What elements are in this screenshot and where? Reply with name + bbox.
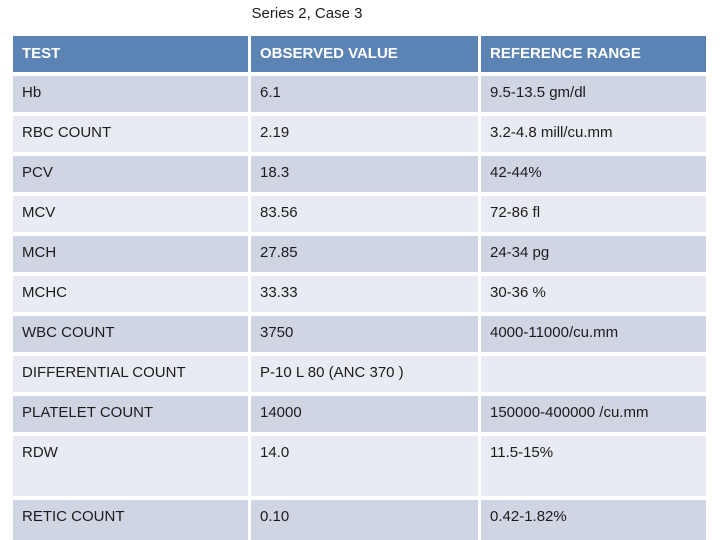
observed-value-cell: 0.10	[251, 500, 481, 540]
test-cell: MCV	[13, 196, 251, 232]
reference-range-cell: 42-44%	[490, 164, 542, 181]
observed-value-cell: 3750	[251, 316, 481, 352]
table-row: DIFFERENTIAL COUNT P-10 L 80 (ANC 370 )	[13, 356, 706, 392]
observed-value-cell: 27.85	[251, 236, 481, 272]
table-row: MCH 27.85 24-34 pg	[13, 236, 706, 272]
slide-title: Series 2, Case 3	[251, 5, 363, 22]
test-cell: RDW	[13, 436, 251, 496]
test-cell: Hb	[13, 76, 251, 112]
observed-value-cell: 14000	[251, 396, 481, 432]
observed-value-cell: 14.0	[251, 436, 481, 496]
test-cell: PCV	[13, 156, 251, 192]
test-cell: RETIC COUNT	[13, 500, 251, 540]
table-row: PLATELET COUNT 14000 150000-400000 /cu.m…	[13, 396, 706, 432]
reference-range-cell: 72-86 fl	[490, 204, 541, 221]
test-cell: MCHC	[13, 276, 251, 312]
table-row: RBC COUNT 2.19 3.2-4.8 mill/cu.mm	[13, 116, 706, 152]
table-row: PCV 18.3 42-44%	[13, 156, 706, 192]
table-row: WBC COUNT 3750 4000-11000/cu.mm	[13, 316, 706, 352]
table-row: MCV 83.56 72-86 fl	[13, 196, 706, 232]
test-cell: RBC COUNT	[13, 116, 251, 152]
reference-range-cell: 9.5-13.5 gm/dl	[490, 84, 586, 101]
table-row: Hb 6.1 9.5-13.5 gm/dl	[13, 76, 706, 112]
reference-range-cell: 24-34 pg	[490, 244, 550, 261]
table-row: RDW 14.0 11.5-15%	[13, 436, 706, 496]
test-cell: WBC COUNT	[13, 316, 251, 352]
table-header-row: TEST OBSERVED VALUE REFERENCE RANGE	[13, 36, 706, 72]
reference-range-cell: 0.42-1.82%	[490, 508, 567, 525]
table-body: Hb 6.1 9.5-13.5 gm/dl RBC COUNT 2.19 3.2…	[13, 76, 706, 540]
reference-range-cell: 150000-400000 /cu.mm	[490, 404, 649, 421]
observed-value-cell: 33.33	[251, 276, 481, 312]
reference-range-cell: 30-36 %	[490, 284, 546, 301]
reference-range-cell: 3.2-4.8 mill/cu.mm	[490, 124, 613, 141]
observed-value-cell: 6.1	[251, 76, 481, 112]
test-cell: PLATELET COUNT	[13, 396, 251, 432]
column-header-reference-range: REFERENCE RANGE	[490, 45, 641, 62]
observed-value-cell: 2.19	[251, 116, 481, 152]
test-cell: MCH	[13, 236, 251, 272]
table-row: MCHC 33.33 30-36 %	[13, 276, 706, 312]
column-header-test: TEST	[13, 36, 251, 72]
test-cell: DIFFERENTIAL COUNT	[13, 356, 251, 392]
observed-value-cell: P-10 L 80 (ANC 370 )	[251, 356, 481, 392]
reference-range-cell	[481, 356, 706, 392]
reference-range-cell: 4000-11000/cu.mm	[490, 324, 619, 341]
table-row: RETIC COUNT 0.10 0.42-1.82%	[13, 500, 706, 540]
observed-value-cell: 83.56	[251, 196, 481, 232]
column-header-observed-value: OBSERVED VALUE	[251, 36, 481, 72]
lab-results-table: TEST OBSERVED VALUE REFERENCE RANGE Hb 6…	[13, 36, 706, 540]
observed-value-cell: 18.3	[251, 156, 481, 192]
reference-range-cell: 11.5-15%	[490, 444, 554, 461]
